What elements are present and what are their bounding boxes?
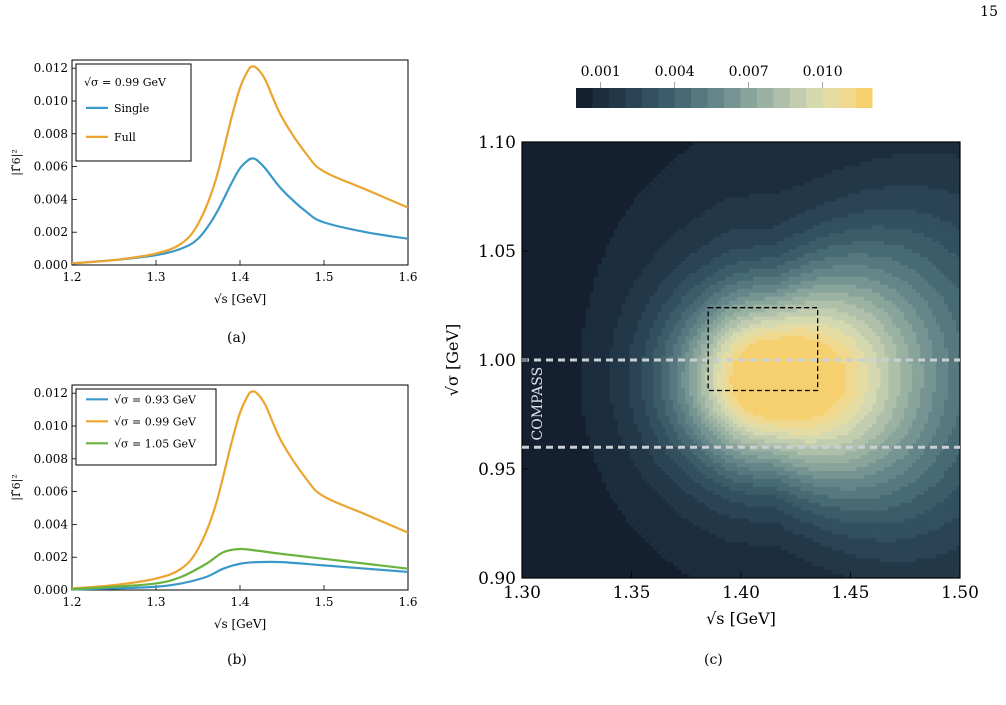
x-tick-label: 1.5 (314, 270, 333, 284)
colorbar-cell (789, 88, 807, 108)
x-tick-label: 1.3 (146, 270, 165, 284)
y-tick-label: 0.002 (34, 225, 68, 239)
colorbar-tick-label: 0.001 (581, 64, 621, 80)
x-tick-label: 1.2 (62, 270, 81, 284)
colorbar-cell (625, 88, 643, 108)
y-tick-label: 0.002 (34, 550, 68, 564)
compass-label: COMPASS (530, 367, 546, 441)
x-tick-label: 1.30 (503, 583, 541, 603)
colorbar-cell (592, 88, 610, 108)
colorbar-cell (641, 88, 659, 108)
colorbar-tick-label: 0.007 (729, 64, 769, 80)
y-axis-label: |Γ̃6|² (10, 149, 24, 175)
x-tick-label: 1.50 (941, 583, 979, 603)
x-tick-label: 1.5 (314, 595, 333, 609)
y-tick-label: 0.012 (34, 386, 68, 400)
colorbar-cell (806, 88, 824, 108)
colorbar-cell (740, 88, 758, 108)
caption-b: (b) (227, 652, 247, 668)
y-tick-label: 0.006 (34, 160, 68, 174)
y-tick-label: 0.008 (34, 452, 68, 466)
colorbar-cell (674, 88, 692, 108)
chart-c: 0.001 0.004 0.007 0.010 COMPASS 1.30 1.35 1.40 1… (443, 64, 979, 628)
y-tick-label: 0.004 (34, 192, 69, 206)
x-tick-label: 1.6 (398, 270, 417, 284)
y-tick-label: 0.008 (34, 127, 68, 141)
legend-label: √σ = 1.05 GeV (114, 437, 197, 450)
chart-b: 1.2 1.3 1.4 1.5 1.6 0.000 0.002 0.004 0.006 0.008… (10, 384, 418, 631)
colorbar-cell (658, 88, 676, 108)
series-line (71, 65, 409, 265)
x-axis-label: √s [GeV] (214, 617, 266, 631)
colorbar-cell (576, 88, 593, 108)
chart-a: 1.2 1.3 1.4 1.5 1.6 0.000 0.002 0.004 0.006 0.008… (10, 59, 418, 306)
y-axis-label: |Γ̃6|² (10, 474, 24, 500)
series-line (71, 157, 409, 265)
y-tick-label: 1.05 (478, 242, 516, 262)
colorbar-cell (773, 88, 791, 108)
y-tick-label: 1.10 (478, 133, 516, 153)
legend-label: Full (114, 131, 136, 144)
page-number: 15 (980, 4, 998, 20)
colorbar-tick-label: 0.004 (655, 64, 695, 80)
legend-box (75, 63, 192, 162)
y-tick-label: 0.006 (34, 485, 68, 499)
x-tick-label: 1.4 (230, 595, 249, 609)
colorbar-cell (756, 88, 774, 108)
y-tick-label: 0.90 (478, 569, 516, 589)
legend-label: Single (114, 102, 149, 115)
y-tick-label: 0.95 (478, 460, 516, 480)
x-tick-label: 1.45 (832, 583, 870, 603)
x-tick-label: 1.4 (230, 270, 249, 284)
legend-label: √σ = 0.99 GeV (114, 415, 197, 428)
x-axis-label: √s [GeV] (706, 609, 776, 628)
y-tick-label: 0.012 (34, 61, 68, 75)
colorbar-cell (724, 88, 741, 108)
series-line (71, 390, 409, 590)
legend-header: √σ = 0.99 GeV (84, 76, 167, 89)
y-tick-label: 0.010 (34, 419, 68, 433)
colorbar-cell (855, 88, 873, 108)
y-tick-label: 0.000 (34, 583, 68, 597)
colorbar-cell (839, 88, 857, 108)
caption-c: (c) (704, 652, 723, 668)
x-tick-label: 1.6 (398, 595, 417, 609)
colorbar-cell (691, 88, 709, 108)
colorbar-cell (707, 88, 725, 108)
y-tick-label: 1.00 (478, 351, 516, 371)
colorbar-cell (822, 88, 840, 108)
x-axis-label: √s [GeV] (214, 292, 266, 306)
heatmap-field (522, 142, 960, 578)
y-axis-label: √σ [GeV] (443, 324, 462, 397)
legend-box (75, 388, 217, 466)
series-line (71, 560, 409, 591)
series-line (71, 547, 409, 591)
x-tick-label: 1.40 (722, 583, 760, 603)
y-tick-label: 0.010 (34, 94, 68, 108)
y-tick-label: 0.000 (34, 258, 68, 272)
legend-label: √σ = 0.93 GeV (114, 393, 197, 406)
colorbar-cell (608, 88, 626, 108)
colorbar-tick-label: 0.010 (803, 64, 843, 80)
x-tick-label: 1.3 (146, 595, 165, 609)
x-tick-label: 1.35 (613, 583, 651, 603)
y-tick-label: 0.004 (34, 517, 69, 531)
caption-a: (a) (227, 330, 247, 346)
x-tick-label: 1.2 (62, 595, 81, 609)
